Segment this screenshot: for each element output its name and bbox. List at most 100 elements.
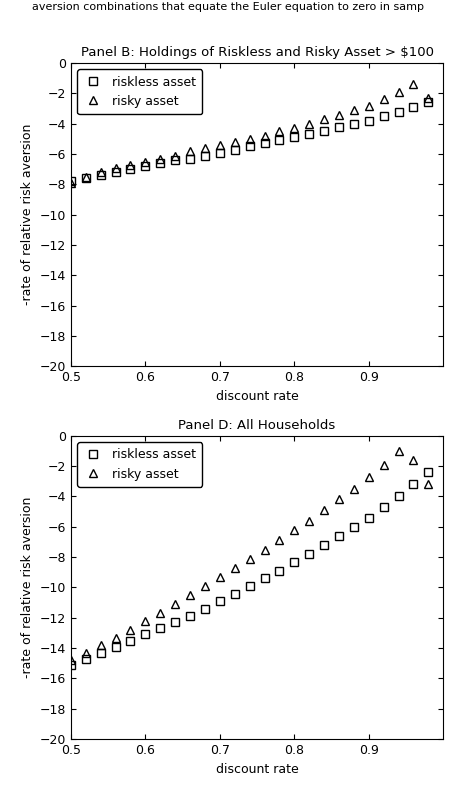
- risky asset: [321, 505, 327, 515]
- Title: Panel B: Holdings of Riskless and Risky Asset > $100: Panel B: Holdings of Riskless and Risky …: [80, 46, 434, 59]
- riskless asset: [202, 604, 207, 613]
- riskless asset: [232, 589, 238, 598]
- risky asset: [232, 563, 238, 572]
- riskless asset: [321, 541, 327, 550]
- risky asset: [187, 147, 193, 156]
- riskless asset: [366, 513, 372, 522]
- riskless asset: [158, 158, 163, 168]
- risky asset: [202, 143, 207, 153]
- riskless asset: [396, 107, 401, 117]
- risky asset: [262, 545, 267, 554]
- riskless asset: [262, 139, 267, 148]
- risky asset: [187, 590, 193, 600]
- risky asset: [411, 80, 416, 89]
- risky asset: [172, 600, 178, 609]
- riskless asset: [68, 177, 74, 186]
- risky asset: [381, 95, 387, 104]
- risky asset: [158, 154, 163, 163]
- riskless asset: [381, 111, 387, 121]
- riskless asset: [425, 467, 431, 477]
- riskless asset: [83, 173, 89, 183]
- risky asset: [321, 114, 327, 124]
- riskless asset: [336, 122, 342, 132]
- risky asset: [292, 124, 297, 133]
- risky asset: [396, 87, 401, 97]
- risky asset: [396, 446, 401, 455]
- Legend: riskless asset, risky asset: riskless asset, risky asset: [77, 69, 202, 114]
- risky asset: [113, 163, 118, 173]
- risky asset: [381, 460, 387, 470]
- risky asset: [68, 178, 74, 188]
- riskless asset: [425, 98, 431, 107]
- X-axis label: discount rate: discount rate: [216, 390, 298, 403]
- riskless asset: [247, 142, 252, 151]
- riskless asset: [187, 154, 193, 163]
- riskless asset: [143, 162, 148, 171]
- riskless asset: [262, 574, 267, 583]
- risky asset: [292, 525, 297, 534]
- risky asset: [143, 616, 148, 626]
- Y-axis label: -rate of relative risk aversion: -rate of relative risk aversion: [21, 124, 34, 306]
- risky asset: [366, 472, 372, 481]
- riskless asset: [396, 492, 401, 501]
- riskless asset: [98, 170, 103, 180]
- Line: riskless asset: riskless asset: [67, 98, 433, 185]
- riskless asset: [292, 557, 297, 567]
- risky asset: [425, 93, 431, 102]
- riskless asset: [336, 531, 342, 541]
- riskless asset: [172, 155, 178, 165]
- risky asset: [336, 495, 342, 504]
- riskless asset: [187, 611, 193, 621]
- riskless asset: [351, 522, 356, 532]
- risky asset: [68, 656, 74, 665]
- risky asset: [83, 172, 89, 181]
- X-axis label: discount rate: discount rate: [216, 763, 298, 775]
- riskless asset: [381, 502, 387, 511]
- risky asset: [202, 582, 207, 591]
- riskless asset: [113, 168, 118, 177]
- risky asset: [276, 127, 282, 136]
- risky asset: [276, 536, 282, 545]
- riskless asset: [68, 660, 74, 670]
- riskless asset: [276, 566, 282, 575]
- riskless asset: [307, 549, 312, 559]
- riskless asset: [113, 642, 118, 652]
- riskless asset: [202, 151, 207, 160]
- risky asset: [366, 101, 372, 110]
- risky asset: [247, 554, 252, 563]
- riskless asset: [217, 597, 223, 606]
- Line: risky asset: risky asset: [67, 80, 433, 187]
- Title: Panel D: All Households: Panel D: All Households: [178, 418, 336, 432]
- risky asset: [158, 608, 163, 618]
- riskless asset: [98, 648, 103, 657]
- risky asset: [98, 641, 103, 650]
- Legend: riskless asset, risky asset: riskless asset, risky asset: [77, 442, 202, 487]
- riskless asset: [128, 165, 133, 174]
- riskless asset: [172, 618, 178, 627]
- risky asset: [217, 572, 223, 582]
- risky asset: [128, 625, 133, 634]
- riskless asset: [366, 116, 372, 125]
- Line: riskless asset: riskless asset: [67, 468, 433, 669]
- risky asset: [307, 119, 312, 128]
- riskless asset: [83, 654, 89, 663]
- Line: risky asset: risky asset: [67, 447, 433, 664]
- risky asset: [113, 633, 118, 642]
- risky asset: [172, 151, 178, 160]
- risky asset: [83, 648, 89, 657]
- risky asset: [217, 140, 223, 150]
- riskless asset: [232, 145, 238, 154]
- Text: aversion combinations that equate the Euler equation to zero in samp: aversion combinations that equate the Eu…: [32, 2, 425, 13]
- riskless asset: [217, 148, 223, 158]
- riskless asset: [247, 582, 252, 591]
- riskless asset: [321, 127, 327, 136]
- risky asset: [411, 455, 416, 465]
- Y-axis label: -rate of relative risk aversion: -rate of relative risk aversion: [21, 496, 34, 678]
- risky asset: [351, 484, 356, 493]
- riskless asset: [411, 102, 416, 112]
- risky asset: [262, 131, 267, 140]
- risky asset: [425, 480, 431, 489]
- risky asset: [98, 168, 103, 177]
- risky asset: [143, 157, 148, 166]
- risky asset: [336, 110, 342, 119]
